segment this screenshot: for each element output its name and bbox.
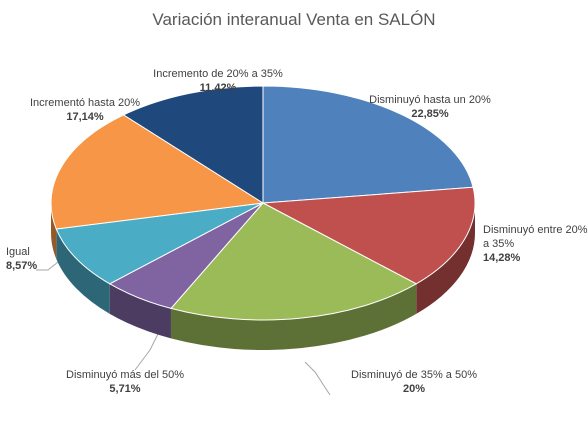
value-label: 20%: [402, 383, 426, 395]
category-name: Disminuyó entre 20% a 35%: [483, 224, 588, 250]
category-name: Disminuyó de 35% a 50%: [351, 369, 477, 381]
category-name: Disminuyó más del 50%: [66, 369, 184, 381]
slice-label: Disminuyó entre 20% a 35% 14,28%: [483, 223, 588, 265]
value-label: 11,42%: [199, 82, 237, 94]
value-label: 5,71%: [109, 383, 141, 395]
pie-tops: [50, 85, 476, 321]
value-label: 22,85%: [411, 108, 449, 120]
value-label: 14,28%: [483, 252, 521, 264]
slice-side: [170, 283, 417, 350]
pie-slice: [55, 202, 264, 285]
slice-label: Disminuyó hasta un 20% 22,85%: [369, 93, 491, 121]
leader-line: [36, 261, 59, 271]
slice-label: Incremento de 20% a 35% 11,42%: [153, 67, 283, 95]
leader-lines: [36, 261, 331, 396]
slice-label: Incrementó hasta 20% 17,14%: [30, 96, 140, 124]
slice-side: [416, 203, 475, 314]
value-label: 8,57%: [6, 260, 38, 272]
category-name: Disminuyó hasta un 20%: [369, 94, 491, 106]
slice-side: [109, 283, 171, 339]
chart-title: Variación interanual Venta en SALÓN: [152, 10, 436, 29]
leader-line: [134, 329, 161, 371]
slice-label: Igual 8,57%: [6, 245, 37, 273]
slice-side: [56, 229, 110, 314]
pie-slice: [50, 114, 265, 230]
pie-slice: [261, 186, 476, 285]
pie-slice: [262, 85, 474, 204]
pie-slice: [170, 202, 418, 321]
value-label: 17,14%: [66, 111, 104, 123]
category-name: Igual: [6, 246, 30, 258]
category-name: Incrementó hasta 20%: [29, 97, 141, 109]
slice-label: Disminuyó más del 50% 5,71%: [66, 368, 184, 396]
category-name: Incremento de 20% a 35%: [153, 68, 283, 80]
pie-slice: [122, 85, 264, 204]
slice-label: Disminuyó de 35% a 50% 20%: [351, 368, 477, 396]
leader-line: [304, 361, 331, 396]
